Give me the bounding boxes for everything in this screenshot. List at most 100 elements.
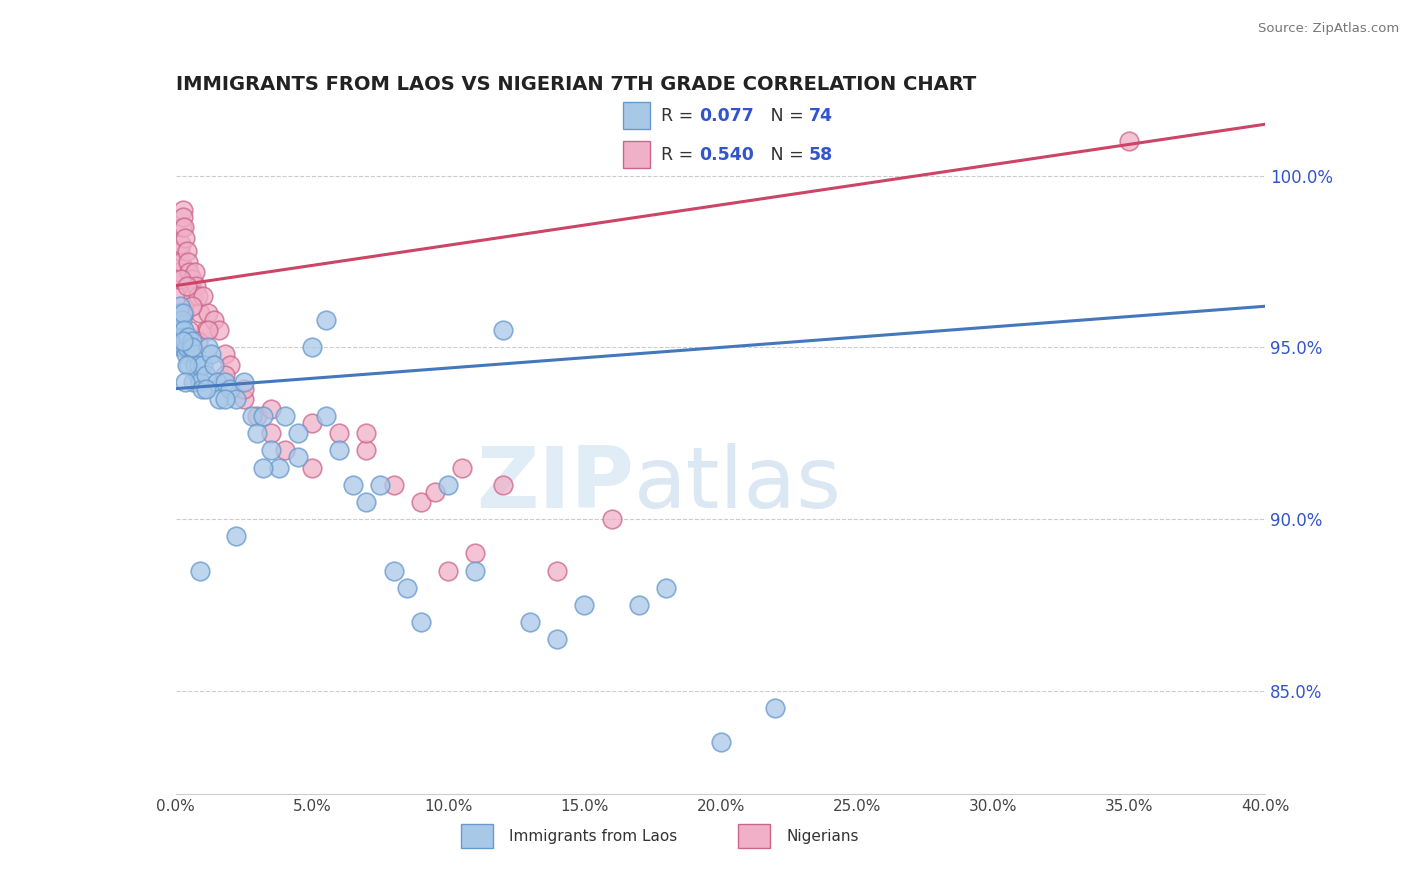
Point <box>1118 135 1140 149</box>
Point <box>356 426 378 441</box>
Point <box>409 495 432 509</box>
Point <box>173 340 195 354</box>
Point <box>176 244 198 259</box>
Point <box>170 220 193 235</box>
Point <box>181 271 204 285</box>
Point <box>246 426 269 441</box>
Point <box>600 512 623 526</box>
Point <box>186 289 209 303</box>
Point <box>194 323 217 337</box>
Point <box>423 484 446 499</box>
Point <box>176 278 198 293</box>
Text: Nigerians: Nigerians <box>786 829 859 844</box>
Point <box>356 443 378 458</box>
Point <box>170 271 193 285</box>
Point <box>214 375 236 389</box>
Point <box>382 477 405 491</box>
Point <box>179 265 201 279</box>
Point <box>173 220 195 235</box>
Point <box>173 323 195 337</box>
Point <box>174 347 197 361</box>
Point <box>214 347 236 361</box>
Point <box>172 306 194 320</box>
Point <box>169 340 191 354</box>
Point <box>190 382 212 396</box>
Point <box>186 278 208 293</box>
Point <box>166 323 188 337</box>
Point <box>183 289 205 303</box>
Point <box>186 368 209 382</box>
Point <box>382 564 405 578</box>
Point <box>191 289 214 303</box>
Point <box>574 598 596 612</box>
Point <box>328 426 350 441</box>
Point <box>188 564 211 578</box>
Text: 0.077: 0.077 <box>699 107 754 125</box>
Point <box>170 323 193 337</box>
Text: N =: N = <box>754 145 810 163</box>
Point <box>177 330 200 344</box>
Bar <box>461 824 492 848</box>
Point <box>450 460 472 475</box>
Text: R =: R = <box>661 107 699 125</box>
Point <box>166 289 188 303</box>
Point <box>205 375 228 389</box>
Point <box>368 477 391 491</box>
Point <box>186 334 209 348</box>
Point <box>194 382 217 396</box>
Point <box>181 340 204 354</box>
Point <box>169 244 191 259</box>
Point <box>763 701 786 715</box>
Point <box>180 340 202 354</box>
Point <box>546 632 568 647</box>
Point <box>260 402 283 417</box>
Point <box>225 392 247 406</box>
Point <box>167 271 190 285</box>
Point <box>287 426 309 441</box>
Point <box>197 323 219 337</box>
Point <box>301 340 323 354</box>
Point <box>315 313 337 327</box>
Point <box>187 358 209 372</box>
Point <box>240 409 263 423</box>
Point <box>232 375 254 389</box>
Point <box>202 313 225 327</box>
Point <box>181 334 204 348</box>
Point <box>184 265 207 279</box>
Point <box>356 495 378 509</box>
Point <box>232 392 254 406</box>
Point <box>172 334 194 348</box>
Text: 58: 58 <box>808 145 834 163</box>
Text: IMMIGRANTS FROM LAOS VS NIGERIAN 7TH GRADE CORRELATION CHART: IMMIGRANTS FROM LAOS VS NIGERIAN 7TH GRA… <box>176 75 976 95</box>
Point <box>301 460 323 475</box>
Text: ZIP: ZIP <box>475 443 633 526</box>
Point <box>219 382 242 396</box>
Point <box>177 254 200 268</box>
Point <box>492 323 515 337</box>
Point <box>437 477 460 491</box>
Point <box>170 237 193 252</box>
Text: atlas: atlas <box>633 443 841 526</box>
Point <box>260 443 283 458</box>
Point <box>260 426 283 441</box>
Point <box>437 564 460 578</box>
Point <box>174 334 197 348</box>
Point <box>274 409 297 423</box>
Point <box>269 460 291 475</box>
Point <box>655 581 678 595</box>
Text: 0.540: 0.540 <box>699 145 754 163</box>
Point <box>464 546 486 560</box>
Point <box>287 450 309 465</box>
Point <box>197 340 219 354</box>
Point <box>186 347 208 361</box>
Point <box>208 392 231 406</box>
Point <box>194 368 217 382</box>
Point <box>214 368 236 382</box>
Point <box>172 202 194 217</box>
Point <box>219 358 242 372</box>
Point <box>252 409 274 423</box>
Point <box>225 529 247 543</box>
Point <box>183 375 205 389</box>
Point <box>232 382 254 396</box>
Point <box>174 375 197 389</box>
